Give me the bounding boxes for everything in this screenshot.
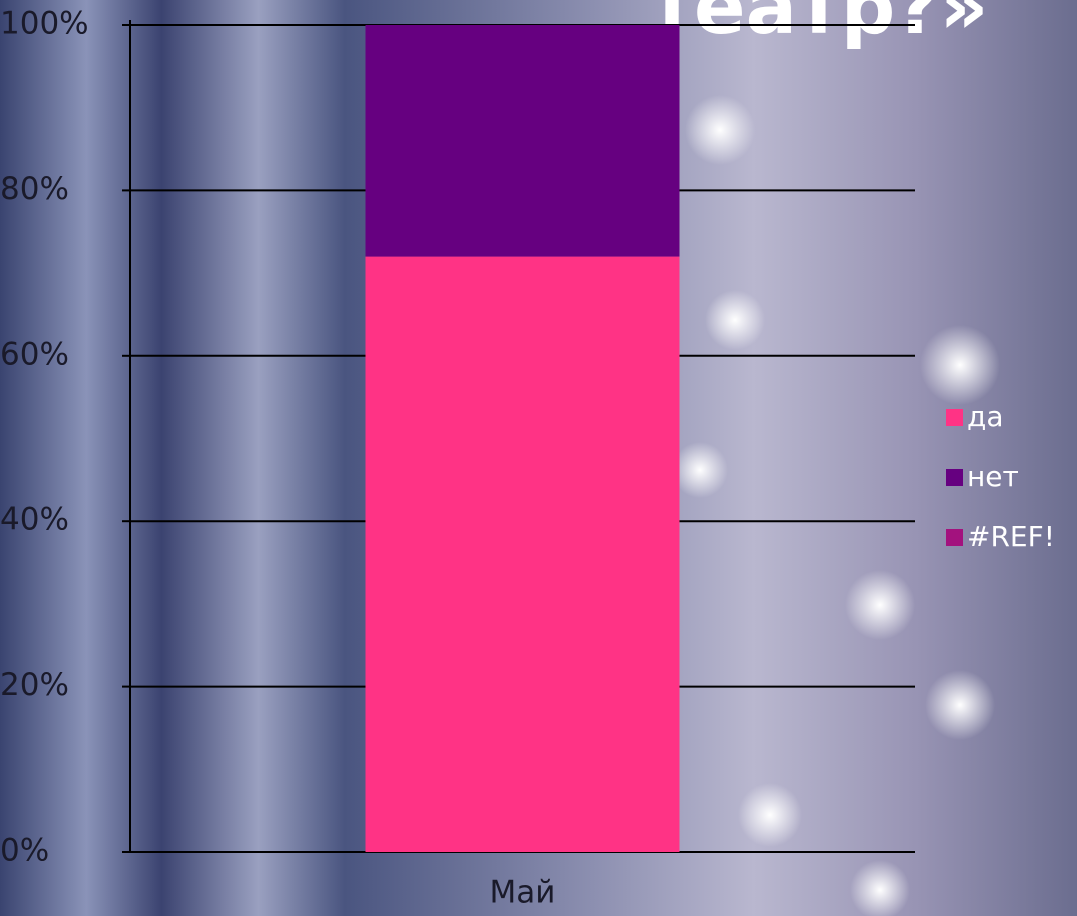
y-tick-label: 60% xyxy=(0,336,69,372)
legend-label: да xyxy=(967,400,1004,433)
y-tick-label: 80% xyxy=(0,171,69,207)
legend-swatch xyxy=(946,409,963,426)
legend-label: нет xyxy=(967,460,1019,493)
legend-swatch xyxy=(946,529,963,546)
chart: театр?» 0%20%40%60%80%100%Майданет#REF! xyxy=(0,0,1077,916)
y-tick-label: 40% xyxy=(0,502,69,538)
y-tick-label: 20% xyxy=(0,667,69,703)
bar-segment xyxy=(366,257,680,852)
y-tick-label: 100% xyxy=(0,6,89,42)
y-tick-label: 0% xyxy=(0,833,49,869)
bar-segment xyxy=(366,25,680,257)
legend-label: #REF! xyxy=(967,520,1055,553)
x-tick-label: Май xyxy=(490,875,556,911)
legend-swatch xyxy=(946,469,963,486)
